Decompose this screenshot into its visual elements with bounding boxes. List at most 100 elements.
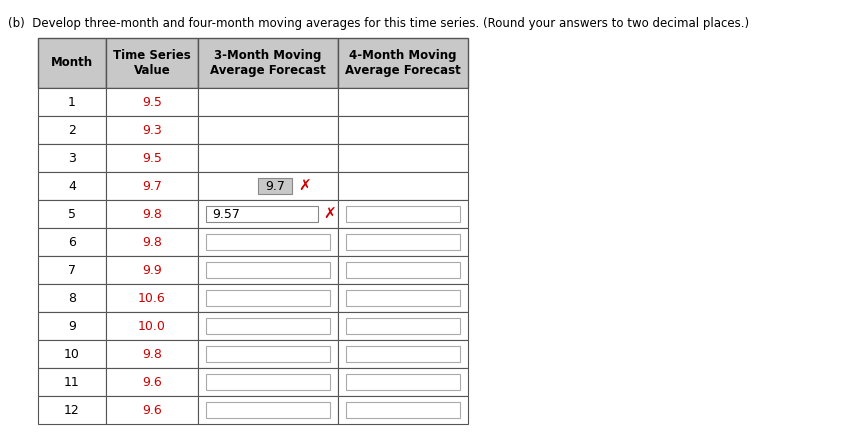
- Text: 10: 10: [64, 348, 80, 360]
- Bar: [345, 290, 460, 306]
- Bar: [198, 256, 338, 284]
- Bar: [38, 340, 106, 368]
- Bar: [106, 88, 198, 116]
- Bar: [345, 234, 460, 250]
- Bar: [206, 402, 330, 418]
- Text: ✗: ✗: [298, 179, 310, 194]
- Bar: [198, 312, 338, 340]
- Bar: [345, 374, 460, 390]
- Text: 9.8: 9.8: [142, 348, 162, 360]
- Bar: [106, 144, 198, 172]
- Text: 3: 3: [68, 151, 76, 165]
- Text: 9: 9: [68, 319, 76, 333]
- Bar: [338, 144, 468, 172]
- Bar: [345, 318, 460, 334]
- Bar: [198, 284, 338, 312]
- Bar: [106, 312, 198, 340]
- Bar: [338, 340, 468, 368]
- Bar: [38, 172, 106, 200]
- Bar: [345, 262, 460, 278]
- Text: 9.9: 9.9: [142, 264, 162, 276]
- Text: 9.3: 9.3: [142, 124, 162, 136]
- Bar: [206, 234, 330, 250]
- Text: Month: Month: [51, 56, 93, 70]
- Bar: [106, 256, 198, 284]
- Bar: [338, 172, 468, 200]
- Text: 3-Month Moving
Average Forecast: 3-Month Moving Average Forecast: [210, 49, 325, 77]
- Text: 10.6: 10.6: [138, 291, 165, 304]
- Bar: [345, 206, 460, 222]
- Text: 9.57: 9.57: [212, 208, 239, 220]
- Bar: [106, 38, 198, 88]
- Bar: [38, 200, 106, 228]
- Bar: [338, 312, 468, 340]
- Bar: [338, 256, 468, 284]
- Bar: [38, 88, 106, 116]
- Bar: [198, 144, 338, 172]
- Bar: [38, 396, 106, 424]
- Text: 11: 11: [64, 375, 80, 389]
- Text: 5: 5: [68, 208, 76, 220]
- Bar: [106, 116, 198, 144]
- Bar: [198, 88, 338, 116]
- Bar: [338, 396, 468, 424]
- Bar: [206, 290, 330, 306]
- Bar: [38, 368, 106, 396]
- Bar: [198, 228, 338, 256]
- Bar: [106, 284, 198, 312]
- Bar: [198, 172, 338, 200]
- Bar: [106, 228, 198, 256]
- Bar: [38, 38, 106, 88]
- Bar: [198, 340, 338, 368]
- Bar: [338, 200, 468, 228]
- Text: 4-Month Moving
Average Forecast: 4-Month Moving Average Forecast: [344, 49, 461, 77]
- Text: 6: 6: [68, 235, 76, 249]
- Bar: [206, 346, 330, 362]
- Bar: [38, 228, 106, 256]
- Text: (b)  Develop three-month and four-month moving averages for this time series. (R: (b) Develop three-month and four-month m…: [8, 17, 748, 30]
- Text: 12: 12: [64, 403, 80, 417]
- Bar: [38, 284, 106, 312]
- Bar: [206, 318, 330, 334]
- Bar: [106, 172, 198, 200]
- Text: 9.5: 9.5: [142, 95, 162, 109]
- Text: 9.6: 9.6: [142, 403, 162, 417]
- Bar: [338, 88, 468, 116]
- Bar: [338, 368, 468, 396]
- Text: 8: 8: [68, 291, 76, 304]
- Text: 9.8: 9.8: [142, 208, 162, 220]
- Bar: [198, 38, 338, 88]
- Bar: [38, 256, 106, 284]
- Text: Time Series
Value: Time Series Value: [113, 49, 190, 77]
- Bar: [206, 262, 330, 278]
- Bar: [338, 38, 468, 88]
- Text: 9.8: 9.8: [142, 235, 162, 249]
- Bar: [38, 312, 106, 340]
- Text: 10.0: 10.0: [138, 319, 166, 333]
- Text: 9.6: 9.6: [142, 375, 162, 389]
- Bar: [198, 396, 338, 424]
- Bar: [338, 284, 468, 312]
- Bar: [198, 368, 338, 396]
- Text: 9.7: 9.7: [142, 180, 162, 192]
- Text: 4: 4: [68, 180, 76, 192]
- Bar: [345, 346, 460, 362]
- Text: 1: 1: [68, 95, 76, 109]
- Bar: [338, 116, 468, 144]
- Bar: [198, 116, 338, 144]
- Bar: [206, 374, 330, 390]
- Bar: [106, 340, 198, 368]
- Bar: [338, 228, 468, 256]
- Bar: [106, 200, 198, 228]
- Text: 7: 7: [68, 264, 76, 276]
- Bar: [206, 206, 318, 222]
- Bar: [38, 116, 106, 144]
- Text: 9.5: 9.5: [142, 151, 162, 165]
- Bar: [106, 368, 198, 396]
- Bar: [345, 402, 460, 418]
- Bar: [257, 178, 292, 194]
- Text: 2: 2: [68, 124, 76, 136]
- Text: ✗: ✗: [323, 206, 336, 221]
- Bar: [38, 144, 106, 172]
- Bar: [106, 396, 198, 424]
